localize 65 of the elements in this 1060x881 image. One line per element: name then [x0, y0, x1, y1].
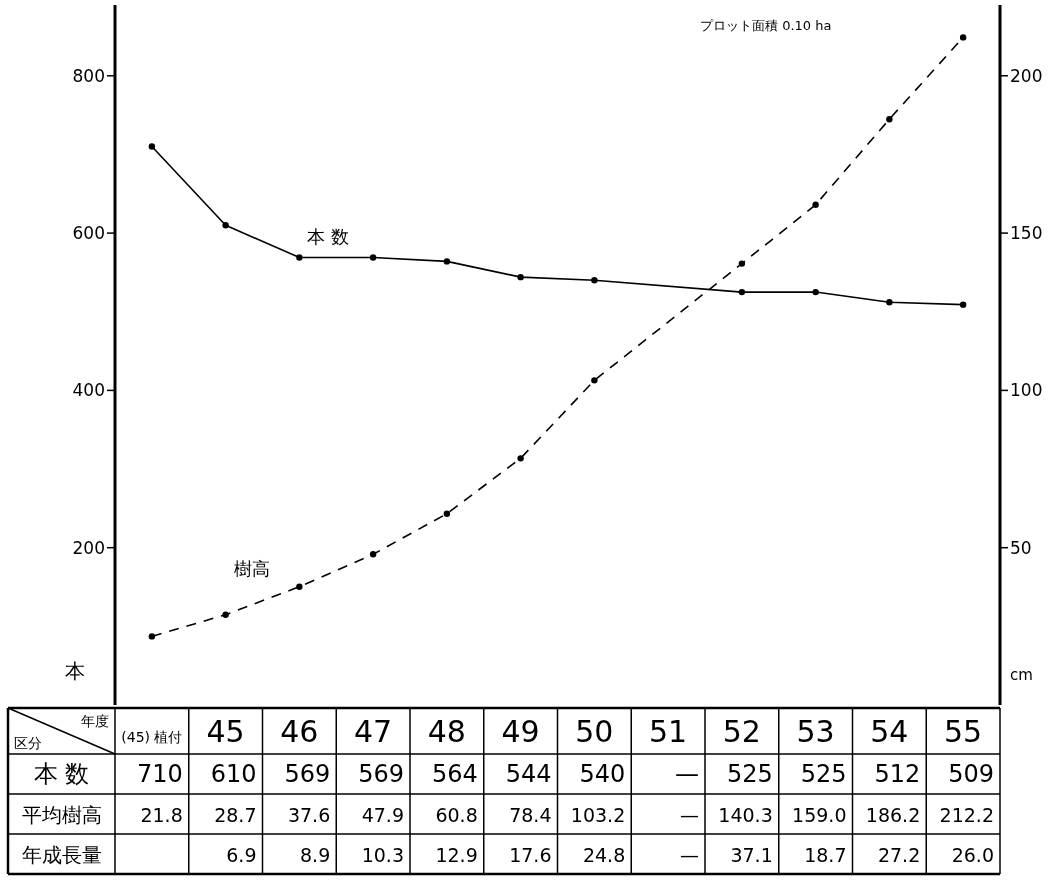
series-label: 樹高 [233, 557, 270, 579]
data-label: 544 [505, 760, 552, 788]
data-label: 569 [284, 760, 331, 788]
data-label: 103.2 [570, 804, 626, 826]
data-label: 26.0 [951, 844, 994, 866]
data-label: 12.9 [435, 844, 478, 866]
data-label: 27.2 [877, 844, 921, 866]
x-tick-label: 52 [722, 714, 761, 749]
y2-tick-label: 50 [1010, 537, 1032, 558]
data-label: 6.9 [226, 844, 257, 866]
x-tick-label: 50 [575, 714, 614, 749]
x-tick-label: 47 [354, 714, 393, 749]
y-tick-label: 800 [72, 65, 105, 86]
annotation: 本 数 [307, 226, 350, 248]
data-label: 60.8 [435, 804, 478, 826]
x-tick-label: 49 [501, 714, 540, 749]
y2-tick-label: 200 [1010, 65, 1043, 86]
legend-label: 本 数 [33, 760, 90, 788]
x-tick-label: 46 [280, 714, 319, 749]
data-label: 37.6 [287, 804, 331, 826]
data-label: 159.0 [792, 804, 847, 826]
legend-label: 年成長量 [21, 843, 102, 867]
y2-tick-label: 100 [1010, 380, 1043, 401]
x-tick-label: (45) 植付 [121, 729, 183, 745]
y2-axis-title: cm [1010, 666, 1033, 684]
data-label: 10.3 [361, 844, 404, 866]
text: — [675, 760, 699, 788]
x-tick-label: 55 [944, 714, 983, 749]
x-tick-label: 51 [649, 714, 688, 749]
data-label: 47.9 [361, 804, 404, 826]
data-label: 21.8 [140, 804, 183, 826]
y2-tick-label: 150 [1010, 223, 1043, 244]
y-tick-label: 600 [72, 223, 105, 244]
text: 年度 [81, 713, 109, 729]
data-label: — [680, 844, 699, 866]
x-tick-label: 48 [427, 714, 466, 749]
text: 区分 [14, 735, 42, 751]
data-label: 569 [358, 760, 404, 788]
y-tick-label: 400 [72, 380, 105, 401]
data-label: 8.9 [300, 844, 331, 866]
data-label: 509 [948, 760, 994, 788]
data-label: 610 [210, 760, 257, 788]
x-tick-label: 45 [206, 714, 245, 749]
data-label: 564 [431, 760, 478, 788]
x-tick-label: 53 [796, 714, 835, 749]
data-label: 78.4 [509, 804, 552, 826]
data-label: 540 [579, 760, 626, 788]
x-tick-label: 54 [870, 714, 909, 749]
data-label: 18.7 [804, 844, 847, 866]
data-label: 525 [726, 760, 773, 788]
data-label: 140.3 [718, 804, 773, 826]
y-axis-title: 本 [65, 659, 85, 683]
y-tick-label: 200 [72, 537, 105, 558]
data-label: 525 [800, 760, 847, 788]
data-label: 212.2 [939, 804, 994, 826]
data-label: 37.1 [730, 844, 773, 866]
text: — [680, 804, 699, 826]
data-label: 186.2 [865, 804, 921, 826]
data-label: 17.6 [509, 844, 552, 866]
text: 平均樹高 [21, 803, 102, 827]
annotation: プロット面積 0.10 ha [700, 18, 832, 33]
data-label: 710 [136, 760, 183, 788]
data-label: 28.7 [214, 804, 257, 826]
data-label: 512 [874, 760, 921, 788]
data-label: 24.8 [582, 844, 626, 866]
